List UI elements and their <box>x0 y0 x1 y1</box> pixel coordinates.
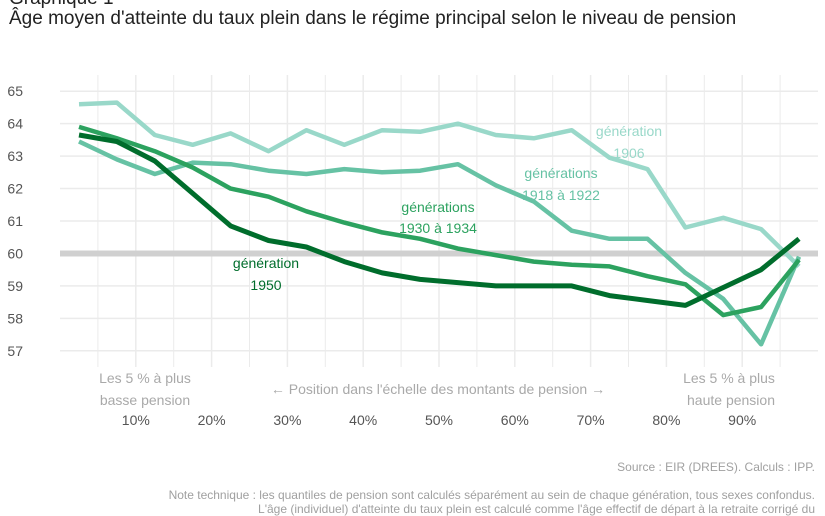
x-tick-label: 50% <box>425 412 453 428</box>
series-label-line-1: générations <box>524 165 597 181</box>
x-tick-label: 80% <box>652 412 680 428</box>
x-tick-label: 90% <box>728 412 756 428</box>
left-note-line-1: Les 5 % à plus <box>99 370 191 386</box>
series-line <box>78 100 801 269</box>
left-note-line-2: basse pension <box>100 392 190 408</box>
x-tick-label: 40% <box>349 412 377 428</box>
source-note: Source : EIR (DREES). Calculs : IPP. <box>617 460 815 474</box>
series-line <box>78 132 801 308</box>
y-tick-label: 63 <box>7 148 23 164</box>
y-tick-label: 60 <box>7 245 23 261</box>
x-tick-label: 30% <box>273 412 301 428</box>
y-tick-label: 62 <box>7 181 23 197</box>
series-line <box>78 124 801 318</box>
x-tick-label: 20% <box>198 412 226 428</box>
technical-note-2: L'âge (individuel) d'atteinte du taux pl… <box>258 502 815 516</box>
y-tick-label: 61 <box>7 213 23 229</box>
series-label-line-1: générations <box>401 199 474 215</box>
series-label-line-1: génération <box>233 255 299 271</box>
x-axis-label: ← Position dans l'échelle des montants d… <box>271 381 605 397</box>
y-tick-label: 59 <box>7 278 23 294</box>
chart-title: Âge moyen d'atteinte du taux plein dans … <box>9 8 737 29</box>
y-tick-label: 65 <box>7 83 23 99</box>
y-tick-label: 58 <box>7 310 23 326</box>
series-label-line-2: 1950 <box>250 277 281 293</box>
series-label-line-2: 1906 <box>613 145 644 161</box>
technical-note-1: Note technique : les quantiles de pensio… <box>168 488 815 502</box>
y-tick-label: 57 <box>7 343 23 359</box>
right-note-line-2: haute pension <box>687 392 775 408</box>
series-label-line-2: 1930 à 1934 <box>399 220 477 236</box>
series-label-line-1: génération <box>596 123 662 139</box>
series-label-line-2: 1918 à 1922 <box>522 187 600 203</box>
right-note-line-1: Les 5 % à plus <box>683 370 775 386</box>
x-tick-label: 10% <box>122 412 150 428</box>
x-tick-label: 70% <box>577 412 605 428</box>
series-line <box>78 139 802 347</box>
y-tick-label: 64 <box>7 116 23 132</box>
x-tick-label: 60% <box>501 412 529 428</box>
chart-title-cut: Graphique 1 <box>9 0 114 10</box>
